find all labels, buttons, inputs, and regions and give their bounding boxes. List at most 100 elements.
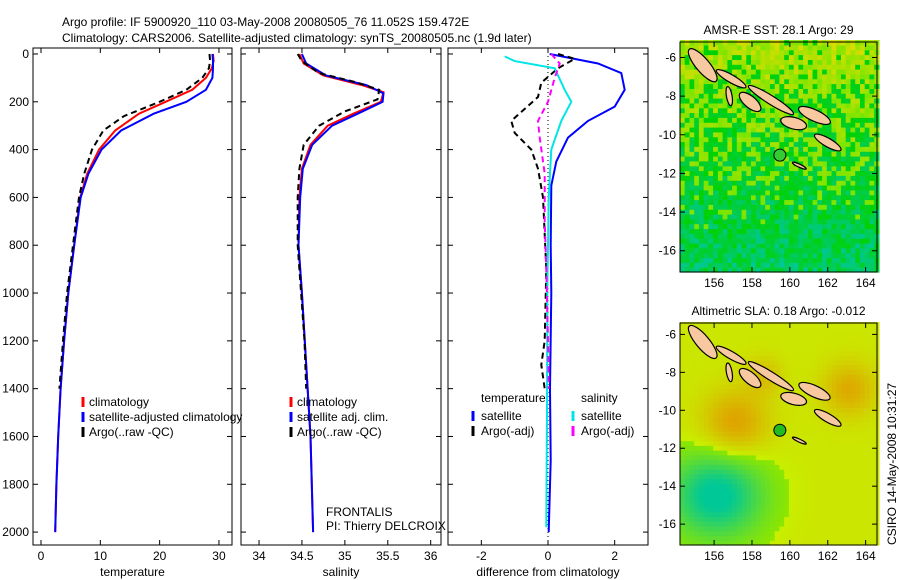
map-cell bbox=[694, 502, 700, 508]
map-cell bbox=[803, 416, 809, 423]
map-cell bbox=[689, 350, 695, 356]
map-cell bbox=[732, 345, 738, 352]
map-cell bbox=[855, 156, 861, 162]
map-cell bbox=[822, 322, 828, 328]
map-cell bbox=[807, 209, 814, 215]
map-cell bbox=[755, 530, 762, 537]
map-cell bbox=[831, 102, 837, 109]
map-cell bbox=[689, 322, 695, 328]
map-cell bbox=[703, 540, 709, 546]
map-cell bbox=[860, 44, 866, 51]
map-cell bbox=[698, 492, 705, 499]
map-cell bbox=[812, 156, 818, 162]
map-cell bbox=[736, 374, 743, 380]
map-cell bbox=[850, 535, 856, 541]
map-cell bbox=[717, 170, 724, 176]
map-cell bbox=[831, 199, 837, 205]
map-cell bbox=[831, 156, 837, 162]
map-cell bbox=[755, 473, 762, 480]
map-cell bbox=[689, 483, 695, 489]
map-cell bbox=[708, 136, 714, 143]
map-cell bbox=[694, 383, 700, 389]
map-cell bbox=[803, 459, 809, 465]
map-cell bbox=[736, 454, 743, 461]
map-cell bbox=[869, 214, 875, 220]
map-cell bbox=[845, 185, 851, 191]
map-cell bbox=[807, 331, 814, 337]
map-cell bbox=[788, 160, 795, 167]
map-cell bbox=[698, 93, 705, 99]
map-cell bbox=[845, 502, 851, 508]
map-cell bbox=[869, 194, 875, 201]
map-cell bbox=[741, 355, 747, 361]
map-cell bbox=[774, 117, 780, 123]
map-cell bbox=[850, 252, 856, 259]
map-cell bbox=[689, 218, 695, 225]
map-cell bbox=[798, 112, 804, 118]
map-cell bbox=[812, 459, 818, 465]
map-cell bbox=[755, 151, 762, 157]
map-cell bbox=[727, 112, 733, 118]
map-cell bbox=[727, 214, 733, 220]
map-cell bbox=[727, 243, 733, 249]
map-cell bbox=[817, 93, 823, 99]
map-cell bbox=[798, 535, 804, 541]
map-cell bbox=[807, 421, 814, 427]
map-cell bbox=[822, 369, 828, 375]
map-cell bbox=[727, 175, 733, 181]
map-cell bbox=[760, 530, 766, 537]
map-cell bbox=[694, 469, 700, 475]
map-cell bbox=[798, 379, 804, 385]
map-cell bbox=[770, 64, 776, 70]
map-cell bbox=[708, 511, 714, 518]
map-cell bbox=[708, 175, 714, 181]
map-cell bbox=[694, 257, 700, 263]
map-cell bbox=[751, 341, 757, 347]
map-cell bbox=[807, 267, 814, 273]
map-cell bbox=[727, 185, 733, 191]
map-cell bbox=[860, 497, 866, 503]
map-cell bbox=[855, 40, 861, 46]
map-cell bbox=[680, 488, 686, 494]
map-cell bbox=[717, 228, 724, 234]
map-cell bbox=[784, 40, 790, 46]
map-cell bbox=[803, 262, 809, 268]
map-cell bbox=[798, 507, 804, 513]
map-cell bbox=[822, 535, 828, 541]
map-cell bbox=[684, 364, 690, 370]
map-cell bbox=[798, 492, 804, 499]
map-cell bbox=[765, 397, 771, 404]
map-cell bbox=[694, 350, 700, 356]
map-cell bbox=[788, 336, 795, 342]
map-cell bbox=[755, 516, 762, 522]
map-cell bbox=[736, 209, 743, 215]
map-cell bbox=[765, 228, 771, 234]
map-cell bbox=[855, 175, 861, 181]
map-cell bbox=[831, 49, 837, 56]
map-cell bbox=[798, 502, 804, 508]
map-cell bbox=[713, 59, 719, 65]
map-cell bbox=[841, 78, 847, 85]
map-cell bbox=[784, 331, 790, 337]
map-cell bbox=[860, 345, 866, 352]
series-line-satellite-adjusted-climatology bbox=[54, 53, 214, 533]
map-cell bbox=[817, 204, 823, 210]
map-cell bbox=[684, 526, 690, 532]
map-cell bbox=[869, 435, 875, 442]
map-cell bbox=[760, 247, 766, 254]
map-cell bbox=[717, 102, 724, 109]
map-cell bbox=[826, 526, 833, 532]
map-cell bbox=[770, 350, 776, 356]
map-cell bbox=[855, 69, 861, 75]
map-cell bbox=[713, 185, 719, 191]
map-cell bbox=[798, 530, 804, 537]
map-cell bbox=[727, 402, 733, 408]
map-cell bbox=[689, 146, 695, 152]
map-cell bbox=[784, 160, 790, 167]
map-cell bbox=[812, 267, 818, 273]
map-cell bbox=[680, 189, 686, 196]
map-cell bbox=[793, 511, 799, 518]
map-cell bbox=[822, 355, 828, 361]
map-cell bbox=[845, 454, 851, 461]
map-cell bbox=[708, 488, 714, 494]
